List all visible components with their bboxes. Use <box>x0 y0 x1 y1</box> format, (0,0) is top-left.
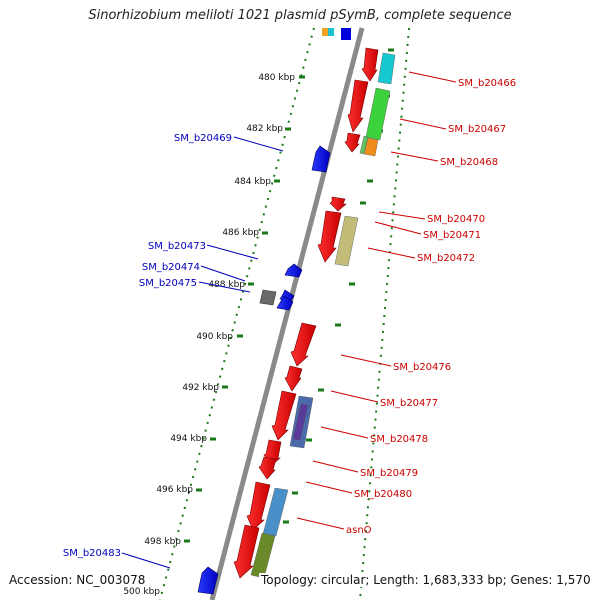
gene-SM_b20473[interactable] <box>284 263 303 278</box>
inner-dotted-track <box>159 27 315 600</box>
forward-labels: SM_b20466 SM_b20467 SM_b20468 SM_b20470 … <box>346 78 516 536</box>
gene-SM_b20466[interactable] <box>361 47 379 82</box>
block-SM_b20466[interactable] <box>377 52 396 85</box>
block-SM_b20467[interactable] <box>365 87 391 141</box>
backbone <box>209 27 365 600</box>
label-SM_b20480[interactable]: SM_b20480 <box>354 489 412 500</box>
topology-text: Topology: circular; Length: 1,683,333 bp… <box>259 573 591 587</box>
ruler-label: 488 kbp <box>208 280 245 290</box>
ruler-label: 484 kbp <box>234 177 271 187</box>
ruler-label: 492 kbp <box>182 383 219 393</box>
label-SM_b20471[interactable]: SM_b20471 <box>423 230 481 241</box>
ruler-labels: 480 kbp 482 kbp 484 kbp 486 kbp 488 kbp … <box>123 73 295 597</box>
label-SM_b20483[interactable]: SM_b20483 <box>63 548 121 559</box>
ruler-label: 480 kbp <box>258 73 295 83</box>
label-asnO[interactable]: asnO <box>346 525 372 536</box>
accession-text: Accession: NC_003078 <box>9 573 148 587</box>
gene-SM_b20469[interactable] <box>311 145 331 173</box>
leader-lines-reverse <box>121 136 284 569</box>
label-SM_b20472[interactable]: SM_b20472 <box>417 253 475 264</box>
feature-blocks <box>250 52 396 579</box>
label-SM_b20470[interactable]: SM_b20470 <box>427 214 485 225</box>
label-SM_b20476[interactable]: SM_b20476 <box>393 362 451 373</box>
forward-genes <box>233 47 379 579</box>
gene-SM_b20478[interactable] <box>271 390 297 441</box>
reverse-labels: SM_b20469 SM_b20473 SM_b20474 SM_b20475 … <box>63 133 232 559</box>
block-SM_b20480[interactable] <box>262 487 289 537</box>
label-SM_b20479[interactable]: SM_b20479 <box>360 468 418 479</box>
label-SM_b20468[interactable]: SM_b20468 <box>440 157 498 168</box>
block-SM_b20468-green[interactable] <box>359 135 369 155</box>
block-SM_b20472[interactable] <box>334 215 359 267</box>
ruler-label: 486 kbp <box>222 228 259 238</box>
block-SM_b20475[interactable] <box>259 289 277 306</box>
gene-SM_b20471[interactable] <box>317 210 342 263</box>
reverse-genes <box>197 145 331 595</box>
map-title: Sinorhizobium meliloti 1021 plasmid pSym… <box>88 8 512 23</box>
gene-SM_b20479b[interactable] <box>258 456 277 480</box>
gene-SM_b20480[interactable] <box>246 481 271 531</box>
gene-SM_b20470[interactable] <box>329 196 347 212</box>
leader-lines-forward <box>296 71 457 530</box>
top-partial-features <box>322 28 351 40</box>
gene-SM_b20483[interactable] <box>197 566 219 595</box>
gene-SM_b20476[interactable] <box>290 322 317 367</box>
ruler-label: 482 kbp <box>246 124 283 134</box>
ruler-label: 498 kbp <box>144 537 181 547</box>
block-SM_b20477-purple[interactable] <box>292 403 309 441</box>
ruler-label: 500 kbp <box>123 587 160 597</box>
label-SM_b20475[interactable]: SM_b20475 <box>139 278 197 289</box>
ruler-label: 494 kbp <box>170 434 207 444</box>
ruler-label: 496 kbp <box>156 485 193 495</box>
gene-SM_b20477[interactable] <box>284 365 303 392</box>
label-SM_b20466[interactable]: SM_b20466 <box>458 78 516 89</box>
label-SM_b20473[interactable]: SM_b20473 <box>148 241 206 252</box>
label-SM_b20477[interactable]: SM_b20477 <box>380 398 438 409</box>
label-SM_b20478[interactable]: SM_b20478 <box>370 434 428 445</box>
label-SM_b20474[interactable]: SM_b20474 <box>142 262 200 273</box>
gene-SM_b20474b[interactable] <box>276 295 294 311</box>
label-SM_b20469[interactable]: SM_b20469 <box>174 133 232 144</box>
gene-SM_b20467a[interactable] <box>347 79 369 133</box>
ruler-label: 490 kbp <box>196 332 233 342</box>
gene-SM_b20467b[interactable] <box>344 132 361 153</box>
label-SM_b20467[interactable]: SM_b20467 <box>448 124 506 135</box>
gene-asnO[interactable] <box>233 524 260 579</box>
